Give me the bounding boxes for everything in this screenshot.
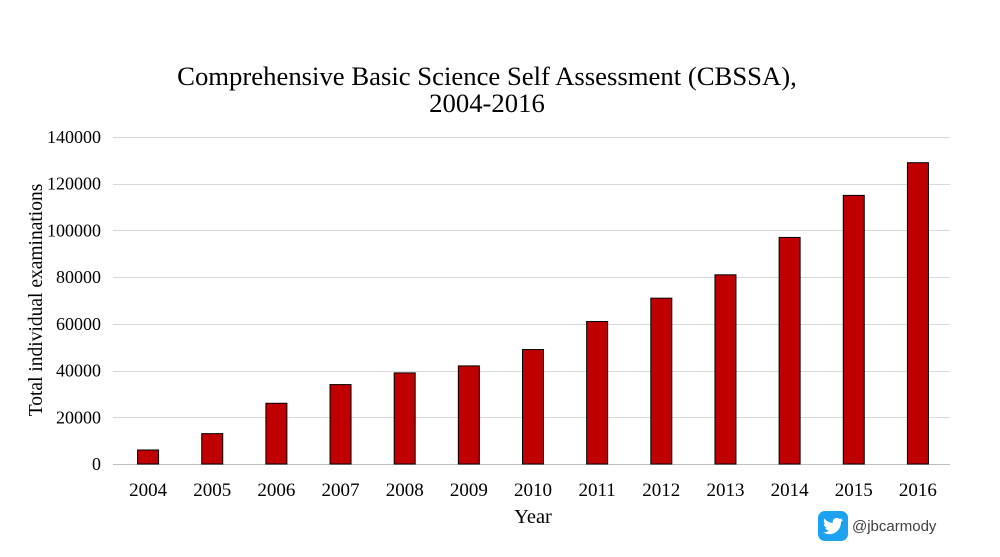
x-tick-label: 2014 [771, 480, 810, 501]
y-axis-label: Total individual examinations [26, 184, 47, 417]
y-tick-label: 100000 [47, 220, 101, 240]
x-tick-label: 2013 [706, 480, 744, 501]
bar-2008 [393, 372, 416, 465]
x-tick-label: 2012 [642, 480, 680, 501]
bar-2013 [714, 274, 737, 465]
x-axis-label: Year [514, 506, 552, 528]
x-tick-label: 2016 [899, 480, 937, 501]
y-tick-label: 60000 [56, 314, 101, 334]
x-tick-label: 2008 [386, 480, 424, 501]
y-tick-label: 80000 [56, 267, 101, 287]
bar-2009 [457, 365, 480, 465]
y-tick-labels: 0 20000 40000 60000 80000 100000 120000 140000 [47, 127, 101, 474]
x-tick-label: 2011 [579, 480, 616, 501]
x-tick-label: 2004 [129, 480, 168, 501]
bars [137, 162, 929, 465]
y-tick-label: 120000 [47, 174, 101, 194]
bar-2004 [137, 449, 160, 465]
x-tick-labels: 2004 2005 2006 2007 2008 2009 2010 2011 2012 2013… [129, 480, 937, 501]
twitter-bird-icon [818, 511, 848, 541]
twitter-watermark: @jbcarmody [818, 511, 936, 541]
bar-2010 [522, 349, 544, 465]
y-tick-label: 40000 [56, 361, 101, 381]
y-tick-label: 20000 [56, 407, 101, 427]
bar-2005 [201, 433, 224, 465]
x-tick-label: 2015 [835, 480, 873, 501]
x-tick-label: 2010 [514, 480, 552, 501]
bar-2011 [586, 321, 609, 465]
x-tick-label: 2005 [193, 480, 231, 501]
x-tick-label: 2009 [450, 480, 488, 501]
y-tick-label: 0 [92, 454, 101, 474]
bar-2007 [329, 384, 352, 465]
bar-2006 [265, 402, 288, 465]
x-tick-label: 2007 [322, 480, 360, 501]
bar-2014 [778, 236, 801, 465]
bar-2012 [650, 297, 673, 465]
gridlines [113, 137, 950, 465]
twitter-bird-glyph [823, 517, 843, 535]
x-tick-label: 2006 [257, 480, 295, 501]
chart-title: Comprehensive Basic Science Self Assessm… [177, 61, 797, 118]
twitter-handle: @jbcarmody [852, 517, 937, 535]
bar-2015 [842, 194, 865, 465]
y-tick-label: 140000 [47, 127, 101, 147]
bar-2016 [906, 162, 929, 465]
